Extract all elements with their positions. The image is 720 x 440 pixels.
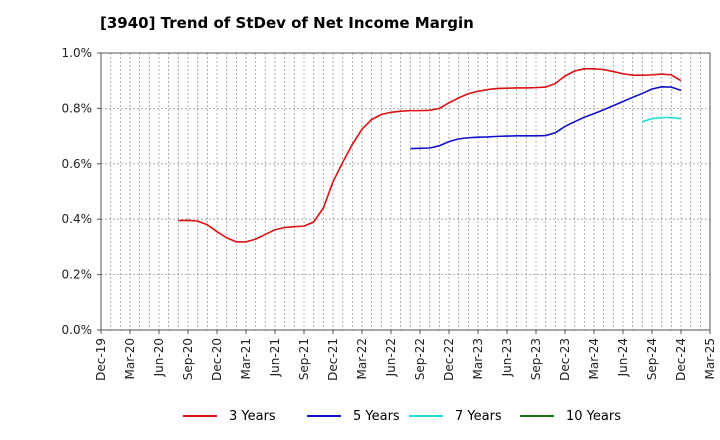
x-tick-label: Mar-23 [471, 338, 485, 379]
y-tick-label: 0.8% [62, 101, 93, 115]
x-tick-label: Jun-22 [384, 338, 398, 377]
x-tick-label: Dec-24 [674, 338, 688, 381]
x-tick-label: Jun-23 [500, 338, 514, 377]
series-line-7-years [642, 116, 682, 123]
y-tick-label: 0.0% [62, 323, 93, 337]
legend-label: 7 Years [455, 408, 502, 424]
series-lines [178, 67, 682, 243]
y-tick-label: 0.2% [62, 268, 93, 282]
y-tick-label: 1.0% [62, 46, 93, 60]
x-tick-label: Jun-21 [268, 338, 282, 377]
tick-labels: 0.0% 0.2% 0.4% 0.6% 0.8% 1.0% Dec-19 Mar-20 Jun-… [62, 46, 718, 381]
legend-swatch [183, 415, 217, 417]
x-tick-label: Mar-24 [587, 338, 601, 379]
legend-item: 7 Years [409, 404, 502, 428]
legend-item: 10 Years [520, 404, 621, 428]
x-tick-label: Mar-25 [703, 338, 717, 379]
x-tick-label: Jun-24 [616, 338, 630, 377]
x-tick-label: Sep-21 [297, 338, 311, 380]
legend-item: 5 Years [307, 404, 400, 428]
legend-swatch [520, 415, 554, 417]
legend-label: 3 Years [229, 408, 276, 424]
x-tick-label: Jun-20 [152, 338, 166, 377]
x-tick-label: Mar-21 [239, 338, 253, 379]
x-tick-label: Dec-23 [558, 338, 572, 381]
grid [101, 53, 710, 330]
x-tick-label: Dec-19 [94, 338, 108, 381]
series-line-5-years [410, 85, 682, 150]
x-tick-label: Mar-22 [355, 338, 369, 379]
y-tick-label: 0.6% [62, 157, 93, 171]
x-tick-label: Mar-20 [123, 338, 137, 379]
x-tick-label: Sep-24 [645, 338, 659, 380]
x-tick-label: Sep-20 [181, 338, 195, 380]
series-line-3-years [178, 67, 682, 243]
y-tick-label: 0.4% [62, 212, 93, 226]
legend-swatch [307, 415, 341, 417]
legend-item: 3 Years [183, 404, 276, 428]
x-tick-label: Dec-21 [326, 338, 340, 381]
plot-frame [100, 52, 711, 331]
x-tick-label: Dec-20 [210, 338, 224, 381]
x-tick-label: Sep-23 [529, 338, 543, 380]
x-tick-label: Dec-22 [442, 338, 456, 381]
legend: 3 Years 5 Years 7 Years 10 Years [0, 404, 720, 428]
legend-label: 5 Years [353, 408, 400, 424]
axes [97, 52, 711, 334]
legend-swatch [409, 415, 443, 417]
chart-title: [3940] Trend of StDev of Net Income Marg… [100, 14, 474, 32]
legend-label: 10 Years [566, 408, 621, 424]
x-tick-label: Sep-22 [413, 338, 427, 380]
